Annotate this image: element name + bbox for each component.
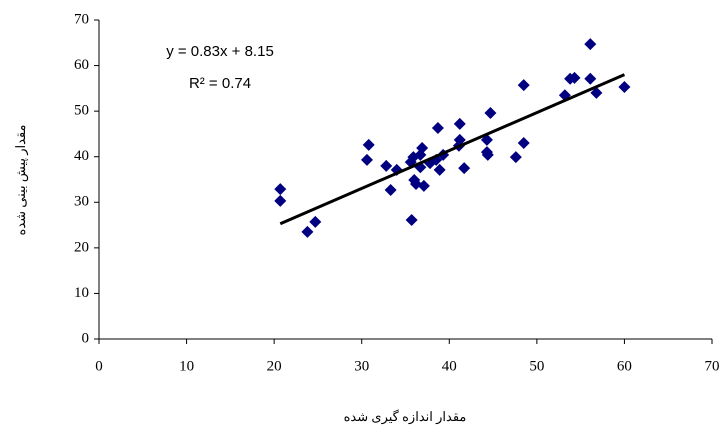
point <box>416 142 429 155</box>
y-tick-label: 70 <box>74 11 89 27</box>
y-tick-label: 40 <box>74 148 89 164</box>
point <box>618 80 631 93</box>
point <box>433 163 446 176</box>
point <box>481 148 494 161</box>
point <box>360 153 373 166</box>
trendline <box>279 73 626 226</box>
point <box>384 183 397 196</box>
y-tick-label: 50 <box>74 103 89 119</box>
x-tick-label: 10 <box>179 358 194 374</box>
point <box>380 159 393 172</box>
x-tick-label: 0 <box>95 358 103 374</box>
point <box>590 86 603 99</box>
point <box>410 178 423 191</box>
point <box>274 183 287 196</box>
x-tick-label: 40 <box>442 358 457 374</box>
y-tick-label: 20 <box>74 239 89 255</box>
point <box>584 38 597 51</box>
y-tick-label: 0 <box>82 330 90 346</box>
x-axis-title: مقدار اندازه گیری شده <box>344 409 467 425</box>
point <box>458 162 471 175</box>
y-tick-label: 60 <box>74 57 89 73</box>
point <box>453 117 466 130</box>
point <box>274 194 287 207</box>
x-tick-label: 30 <box>354 358 369 374</box>
point <box>517 137 530 150</box>
point <box>417 179 430 192</box>
point <box>517 79 530 92</box>
point <box>301 225 314 238</box>
equation: y = 0.83x + 8.15 <box>166 43 274 60</box>
y-tick-label: 30 <box>74 194 89 210</box>
point <box>484 106 497 119</box>
x-tick-label: 20 <box>267 358 282 374</box>
point <box>431 122 444 135</box>
y-tick-label: 10 <box>74 285 89 301</box>
point <box>362 138 375 151</box>
r-squared: R² = 0.74 <box>189 75 251 92</box>
y-axis-title: مقدار پیش بینی شده <box>13 125 29 236</box>
point <box>405 214 418 227</box>
x-tick-label: 50 <box>529 358 544 374</box>
point <box>568 71 581 84</box>
point <box>509 151 522 164</box>
point <box>584 72 597 85</box>
x-tick-label: 60 <box>617 358 632 374</box>
point <box>309 215 322 228</box>
x-tick-label: 70 <box>705 358 720 374</box>
